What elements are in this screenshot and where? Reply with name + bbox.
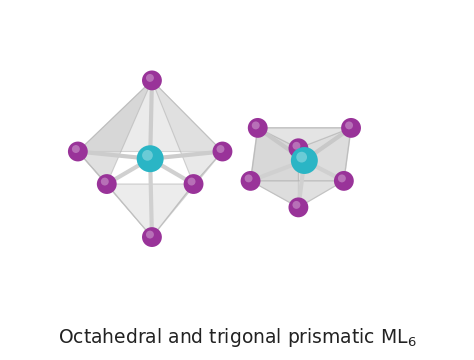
Circle shape [334, 171, 354, 191]
Polygon shape [251, 128, 351, 181]
Text: Octahedral and trigonal prismatic ML$_6$: Octahedral and trigonal prismatic ML$_6$ [58, 326, 416, 349]
Circle shape [137, 145, 164, 172]
Circle shape [183, 174, 203, 194]
Polygon shape [107, 184, 193, 237]
Circle shape [68, 141, 88, 161]
Circle shape [142, 71, 162, 90]
Circle shape [296, 152, 307, 162]
Polygon shape [251, 128, 351, 181]
Circle shape [345, 121, 353, 129]
Polygon shape [78, 80, 222, 152]
Circle shape [289, 197, 308, 217]
Circle shape [291, 147, 318, 174]
Circle shape [142, 150, 153, 161]
Circle shape [241, 171, 261, 191]
Circle shape [289, 138, 308, 158]
Circle shape [341, 118, 361, 138]
Circle shape [338, 175, 346, 183]
Polygon shape [152, 152, 222, 237]
Polygon shape [251, 181, 344, 207]
Polygon shape [78, 80, 152, 184]
Circle shape [245, 175, 253, 183]
Circle shape [292, 142, 301, 150]
Circle shape [217, 145, 225, 153]
Polygon shape [251, 128, 299, 207]
Circle shape [101, 177, 109, 185]
Circle shape [248, 118, 268, 138]
Circle shape [97, 174, 117, 194]
Circle shape [188, 177, 196, 185]
Polygon shape [152, 80, 222, 184]
Circle shape [146, 231, 154, 239]
Circle shape [212, 141, 232, 161]
Circle shape [252, 121, 260, 129]
Circle shape [146, 74, 154, 82]
Polygon shape [299, 128, 351, 207]
Polygon shape [78, 152, 152, 237]
Circle shape [142, 227, 162, 247]
Polygon shape [258, 128, 351, 148]
Circle shape [72, 145, 80, 153]
Circle shape [292, 201, 301, 209]
